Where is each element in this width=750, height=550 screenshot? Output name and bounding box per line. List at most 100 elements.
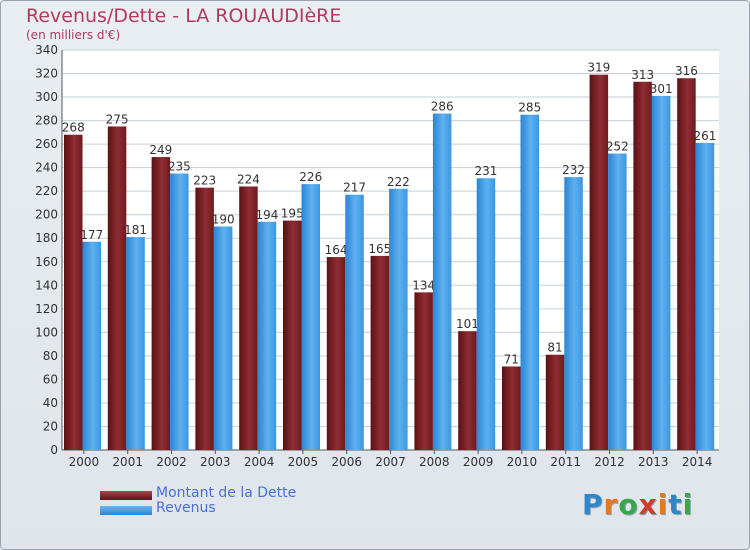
y-tick-label: 200 xyxy=(35,208,58,222)
bar-dette xyxy=(151,157,171,450)
y-tick-label: 160 xyxy=(35,255,58,269)
bar-dette xyxy=(283,220,302,450)
bar-dette xyxy=(370,255,390,450)
y-tick-label: 260 xyxy=(35,137,58,151)
x-tick-label: 2008 xyxy=(419,455,450,469)
bar-dette xyxy=(458,331,477,450)
x-tick-label: 2001 xyxy=(112,455,143,469)
data-label-revenus: 226 xyxy=(299,170,322,184)
data-label-dette: 275 xyxy=(106,112,129,126)
bar-revenus xyxy=(651,95,671,450)
data-label-revenus: 190 xyxy=(212,212,235,226)
y-tick-label: 60 xyxy=(43,372,58,386)
y-tick-label: 0 xyxy=(50,443,58,457)
x-tick-label: 2005 xyxy=(288,455,319,469)
x-tick-label: 2014 xyxy=(682,455,713,469)
bar-dette xyxy=(64,134,83,451)
bar-dette xyxy=(107,126,127,451)
data-label-dette: 101 xyxy=(456,317,479,331)
data-label-dette: 165 xyxy=(368,242,391,256)
bar-dette xyxy=(633,81,652,450)
bar-revenus xyxy=(82,241,101,450)
logo-letter: t xyxy=(668,488,683,521)
bar-revenus xyxy=(564,177,583,450)
data-label-revenus: 252 xyxy=(606,140,629,154)
x-tick-label: 2006 xyxy=(331,455,362,469)
legend-swatch-revenus xyxy=(100,506,152,515)
data-label-revenus: 194 xyxy=(255,208,278,222)
data-label-revenus: 181 xyxy=(124,223,147,237)
bar-revenus xyxy=(257,221,277,450)
bar-revenus xyxy=(608,153,627,450)
x-tick-label: 2003 xyxy=(200,455,231,469)
proxiti-logo: Proxiti xyxy=(582,488,693,521)
logo-letter: P xyxy=(582,488,604,521)
legend-label-revenus: Revenus xyxy=(156,500,216,516)
data-label-dette: 195 xyxy=(281,207,304,221)
data-label-revenus: 285 xyxy=(518,101,541,115)
data-label-dette: 249 xyxy=(149,143,172,157)
chart-subtitle: (en milliers d'€) xyxy=(26,28,121,42)
data-label-dette: 164 xyxy=(325,243,348,257)
legend-label-dette: Montant de la Dette xyxy=(156,485,297,501)
y-tick-label: 80 xyxy=(43,349,58,363)
bar-dette xyxy=(414,292,433,450)
y-tick-label: 280 xyxy=(35,114,58,128)
data-label-revenus: 231 xyxy=(474,164,497,178)
bar-revenus xyxy=(126,237,145,450)
data-label-dette: 319 xyxy=(587,61,610,75)
data-label-revenus: 177 xyxy=(80,228,103,242)
x-tick-label: 2012 xyxy=(594,455,625,469)
bar-dette xyxy=(589,74,609,451)
bar-revenus xyxy=(389,188,408,450)
data-label-revenus: 222 xyxy=(387,175,410,189)
chart-title: Revenus/Dette - LA ROUAUDIèRE xyxy=(26,5,342,27)
x-tick-label: 2011 xyxy=(550,455,581,469)
y-tick-label: 140 xyxy=(35,278,58,292)
y-tick-label: 340 xyxy=(35,43,58,57)
data-label-dette: 316 xyxy=(675,64,698,78)
bar-revenus xyxy=(213,226,233,450)
bar-revenus xyxy=(170,173,189,450)
bar-dette xyxy=(545,354,565,450)
x-tick-label: 2010 xyxy=(507,455,538,469)
bar-dette xyxy=(326,257,346,450)
data-label-dette: 223 xyxy=(193,174,216,188)
data-label-dette: 81 xyxy=(547,341,562,355)
data-label-revenus: 232 xyxy=(562,163,585,177)
data-label-dette: 224 xyxy=(237,172,260,186)
logo-letter: r xyxy=(603,488,619,521)
y-tick-label: 20 xyxy=(43,419,58,433)
bar-revenus xyxy=(345,194,364,450)
x-tick-label: 2002 xyxy=(156,455,187,469)
y-tick-label: 40 xyxy=(43,396,58,410)
logo-letter: o xyxy=(618,488,639,521)
x-tick-label: 2013 xyxy=(638,455,669,469)
bar-dette xyxy=(239,186,258,450)
bar-dette xyxy=(677,78,696,450)
y-tick-label: 240 xyxy=(35,161,58,175)
bar-revenus xyxy=(432,113,452,450)
data-label-revenus: 235 xyxy=(168,160,191,174)
bar-revenus xyxy=(695,142,715,451)
data-label-revenus: 261 xyxy=(693,129,716,143)
x-tick-label: 2009 xyxy=(463,455,494,469)
data-label-dette: 268 xyxy=(62,121,85,135)
y-tick-label: 300 xyxy=(35,90,58,104)
y-tick-label: 120 xyxy=(35,302,58,316)
data-label-revenus: 217 xyxy=(343,181,366,195)
y-tick-label: 220 xyxy=(35,184,58,198)
bar-revenus xyxy=(476,178,496,450)
x-tick-label: 2000 xyxy=(69,455,100,469)
data-label-revenus: 286 xyxy=(431,100,454,114)
data-label-revenus: 301 xyxy=(650,82,673,96)
y-tick-label: 320 xyxy=(35,67,58,81)
logo-letter: i xyxy=(657,488,669,521)
bar-dette xyxy=(502,366,521,450)
y-tick-label: 180 xyxy=(35,231,58,245)
y-tick-label: 100 xyxy=(35,325,58,339)
data-label-dette: 134 xyxy=(412,278,435,292)
x-tick-label: 2004 xyxy=(244,455,275,469)
bar-dette xyxy=(195,187,214,450)
bar-revenus xyxy=(520,114,539,451)
